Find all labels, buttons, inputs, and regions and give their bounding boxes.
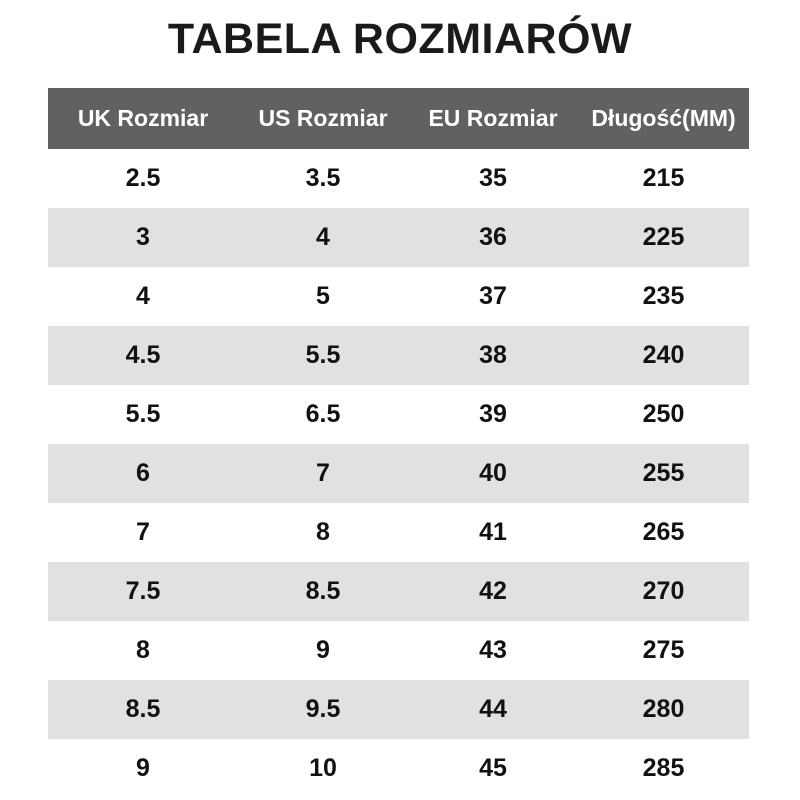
table-row: 8 9 43 275	[48, 621, 749, 680]
cell-us: 6.5	[238, 385, 408, 444]
cell-eu: 40	[408, 444, 578, 503]
column-header-uk: UK Rozmiar	[48, 88, 238, 149]
cell-length: 250	[578, 385, 749, 444]
table-row: 2.5 3.5 35 215	[48, 149, 749, 208]
cell-eu: 39	[408, 385, 578, 444]
cell-uk: 8	[48, 621, 238, 680]
cell-length: 285	[578, 739, 749, 798]
column-header-eu: EU Rozmiar	[408, 88, 578, 149]
table-header-row: UK Rozmiar US Rozmiar EU Rozmiar Długość…	[48, 88, 749, 149]
cell-eu: 42	[408, 562, 578, 621]
table-row: 4 5 37 235	[48, 267, 749, 326]
cell-length: 265	[578, 503, 749, 562]
cell-uk: 4	[48, 267, 238, 326]
cell-uk: 6	[48, 444, 238, 503]
cell-uk: 3	[48, 208, 238, 267]
cell-eu: 38	[408, 326, 578, 385]
cell-us: 7	[238, 444, 408, 503]
column-header-length: Długość(MM)	[578, 88, 749, 149]
cell-length: 240	[578, 326, 749, 385]
cell-eu: 45	[408, 739, 578, 798]
cell-eu: 37	[408, 267, 578, 326]
page-title: TABELA ROZMIARÓW	[167, 15, 633, 63]
cell-eu: 36	[408, 208, 578, 267]
cell-us: 10	[238, 739, 408, 798]
cell-length: 255	[578, 444, 749, 503]
cell-length: 270	[578, 562, 749, 621]
table-row: 5.5 6.5 39 250	[48, 385, 749, 444]
table-row: 7.5 8.5 42 270	[48, 562, 749, 621]
cell-eu: 43	[408, 621, 578, 680]
cell-length: 225	[578, 208, 749, 267]
cell-uk: 2.5	[48, 149, 238, 208]
table-header: UK Rozmiar US Rozmiar EU Rozmiar Długość…	[48, 88, 749, 149]
cell-us: 9.5	[238, 680, 408, 739]
cell-uk: 4.5	[48, 326, 238, 385]
table-row: 7 8 41 265	[48, 503, 749, 562]
cell-uk: 5.5	[48, 385, 238, 444]
cell-us: 4	[238, 208, 408, 267]
table-row: 8.5 9.5 44 280	[48, 680, 749, 739]
cell-uk: 8.5	[48, 680, 238, 739]
cell-us: 8.5	[238, 562, 408, 621]
cell-uk: 7.5	[48, 562, 238, 621]
column-header-us: US Rozmiar	[238, 88, 408, 149]
cell-length: 280	[578, 680, 749, 739]
cell-length: 235	[578, 267, 749, 326]
table-row: 6 7 40 255	[48, 444, 749, 503]
cell-us: 3.5	[238, 149, 408, 208]
cell-length: 215	[578, 149, 749, 208]
cell-us: 5.5	[238, 326, 408, 385]
table-row: 4.5 5.5 38 240	[48, 326, 749, 385]
cell-us: 9	[238, 621, 408, 680]
cell-eu: 44	[408, 680, 578, 739]
cell-uk: 9	[48, 739, 238, 798]
cell-us: 8	[238, 503, 408, 562]
table-row: 3 4 36 225	[48, 208, 749, 267]
cell-eu: 41	[408, 503, 578, 562]
cell-length: 275	[578, 621, 749, 680]
cell-us: 5	[238, 267, 408, 326]
table-body: 2.5 3.5 35 215 3 4 36 225 4 5 37 235 4.5 5.5 38 240 5.5 6…	[48, 149, 749, 798]
table-row: 9 10 45 285	[48, 739, 749, 798]
size-chart-table: UK Rozmiar US Rozmiar EU Rozmiar Długość…	[48, 88, 749, 798]
cell-uk: 7	[48, 503, 238, 562]
cell-eu: 35	[408, 149, 578, 208]
